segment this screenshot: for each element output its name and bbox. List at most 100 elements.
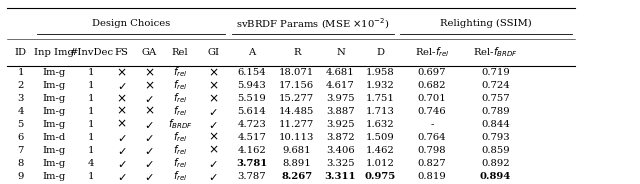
Text: $\times$: $\times$	[208, 66, 218, 79]
Text: $\times$: $\times$	[208, 92, 218, 105]
Text: $\checkmark$: $\checkmark$	[144, 93, 154, 104]
Text: $\checkmark$: $\checkmark$	[116, 132, 126, 143]
Text: Im-g: Im-g	[42, 146, 66, 155]
Text: 1: 1	[88, 94, 94, 103]
Text: $\checkmark$: $\checkmark$	[144, 145, 154, 156]
Text: 0.892: 0.892	[481, 159, 510, 168]
Text: $\checkmark$: $\checkmark$	[208, 119, 218, 130]
Text: Rel-$f_{BRDF}$: Rel-$f_{BRDF}$	[473, 45, 518, 59]
Text: 5.614: 5.614	[237, 107, 266, 116]
Text: 9: 9	[17, 172, 24, 181]
Text: $\times$: $\times$	[208, 144, 218, 157]
Text: 1.932: 1.932	[365, 81, 394, 90]
Text: 0.894: 0.894	[480, 172, 511, 181]
Text: 1.462: 1.462	[365, 146, 394, 155]
Text: $\checkmark$: $\checkmark$	[116, 145, 126, 156]
Text: $\times$: $\times$	[143, 79, 154, 92]
Text: $f_{rel}$: $f_{rel}$	[173, 169, 188, 183]
Text: 1: 1	[17, 68, 24, 77]
Text: 0.764: 0.764	[418, 133, 446, 142]
Text: Inp Img: Inp Img	[34, 48, 74, 57]
Text: $f_{rel}$: $f_{rel}$	[173, 143, 188, 157]
Text: Design Choices: Design Choices	[92, 19, 170, 28]
Text: 0.798: 0.798	[418, 146, 446, 155]
Text: $\checkmark$: $\checkmark$	[144, 132, 154, 143]
Text: 4: 4	[17, 107, 24, 116]
Text: D: D	[376, 48, 384, 57]
Text: 1.751: 1.751	[365, 94, 394, 103]
Text: svBRDF Params (MSE $\times$10$^{-2}$): svBRDF Params (MSE $\times$10$^{-2}$)	[236, 16, 390, 31]
Text: 3: 3	[17, 94, 24, 103]
Text: 3.311: 3.311	[324, 172, 356, 181]
Text: #InvDec: #InvDec	[69, 48, 113, 57]
Text: 0.757: 0.757	[481, 94, 510, 103]
Text: 1: 1	[88, 68, 94, 77]
Text: 1: 1	[88, 133, 94, 142]
Text: 0.719: 0.719	[481, 68, 510, 77]
Text: $\checkmark$: $\checkmark$	[116, 158, 126, 169]
Text: 15.277: 15.277	[279, 94, 314, 103]
Text: 0.975: 0.975	[364, 172, 396, 181]
Text: 1: 1	[88, 146, 94, 155]
Text: 9.681: 9.681	[282, 146, 311, 155]
Text: $\times$: $\times$	[116, 105, 127, 118]
Text: R: R	[293, 48, 300, 57]
Text: 0.844: 0.844	[481, 120, 510, 129]
Text: Im-g: Im-g	[42, 120, 66, 129]
Text: $f_{rel}$: $f_{rel}$	[173, 156, 188, 170]
Text: $\times$: $\times$	[208, 131, 218, 144]
Text: 5.519: 5.519	[237, 94, 266, 103]
Text: 3.325: 3.325	[326, 159, 355, 168]
Text: 6: 6	[17, 133, 24, 142]
Text: 18.071: 18.071	[279, 68, 314, 77]
Text: 0.746: 0.746	[418, 107, 446, 116]
Text: 4.681: 4.681	[326, 68, 355, 77]
Text: $\checkmark$: $\checkmark$	[208, 171, 218, 182]
Text: 11.277: 11.277	[279, 120, 314, 129]
Text: N: N	[336, 48, 345, 57]
Text: 3.872: 3.872	[326, 133, 355, 142]
Text: 1: 1	[88, 172, 94, 181]
Text: $f_{rel}$: $f_{rel}$	[173, 105, 188, 118]
Text: $\times$: $\times$	[116, 66, 127, 79]
Text: Im-g: Im-g	[42, 81, 66, 90]
Text: 1.632: 1.632	[365, 120, 394, 129]
Text: 4.617: 4.617	[326, 81, 355, 90]
Text: Im-g: Im-g	[42, 107, 66, 116]
Text: 3.406: 3.406	[326, 146, 355, 155]
Text: 0.682: 0.682	[418, 81, 446, 90]
Text: 0.697: 0.697	[418, 68, 446, 77]
Text: 3.781: 3.781	[236, 159, 268, 168]
Text: 3.887: 3.887	[326, 107, 355, 116]
Text: $\checkmark$: $\checkmark$	[208, 106, 218, 117]
Text: $\times$: $\times$	[208, 79, 218, 92]
Text: 1: 1	[88, 107, 94, 116]
Text: Im-g: Im-g	[42, 68, 66, 77]
Text: $f_{rel}$: $f_{rel}$	[173, 91, 188, 105]
Text: 0.789: 0.789	[481, 107, 510, 116]
Text: 17.156: 17.156	[279, 81, 314, 90]
Text: $\checkmark$: $\checkmark$	[144, 158, 154, 169]
Text: $f_{rel}$: $f_{rel}$	[173, 79, 188, 92]
Text: $\times$: $\times$	[116, 118, 127, 131]
Text: 4.162: 4.162	[237, 146, 266, 155]
Text: Rel: Rel	[172, 48, 188, 57]
Text: 6.154: 6.154	[237, 68, 266, 77]
Text: $\checkmark$: $\checkmark$	[144, 171, 154, 182]
Text: 0.793: 0.793	[481, 133, 510, 142]
Text: $\checkmark$: $\checkmark$	[208, 158, 218, 169]
Text: 3.787: 3.787	[237, 172, 266, 181]
Text: Im-g: Im-g	[42, 172, 66, 181]
Text: 2: 2	[17, 81, 24, 90]
Text: 3.925: 3.925	[326, 120, 355, 129]
Text: -: -	[430, 120, 434, 129]
Text: 3.975: 3.975	[326, 94, 355, 103]
Text: $f_{rel}$: $f_{rel}$	[173, 66, 188, 79]
Text: 0.859: 0.859	[481, 146, 510, 155]
Text: GA: GA	[141, 48, 156, 57]
Text: Rel-$f_{rel}$: Rel-$f_{rel}$	[415, 45, 449, 59]
Text: GI: GI	[207, 48, 219, 57]
Text: 1.509: 1.509	[365, 133, 394, 142]
Text: 1.713: 1.713	[365, 107, 394, 116]
Text: 4.517: 4.517	[237, 133, 266, 142]
